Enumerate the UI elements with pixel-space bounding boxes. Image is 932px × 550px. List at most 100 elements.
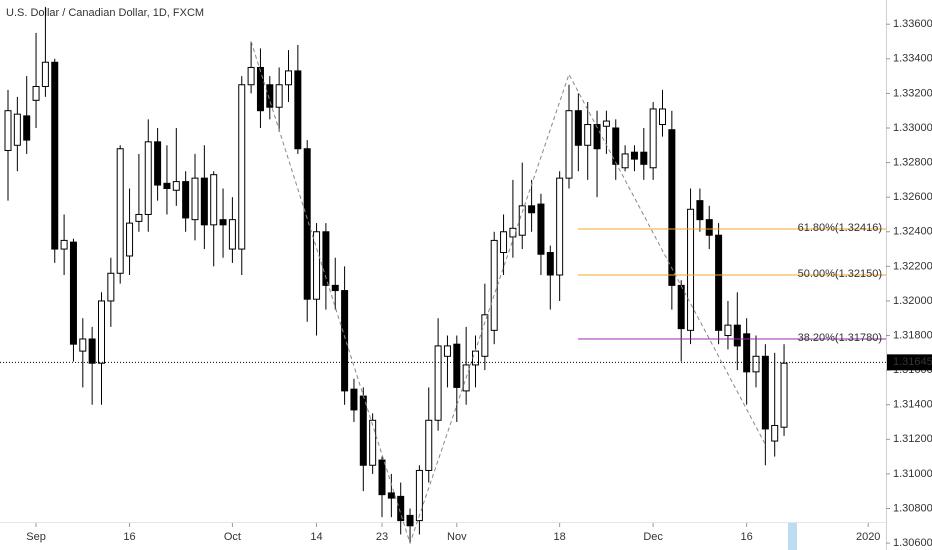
candle-body bbox=[574, 110, 582, 146]
y-tick-label: 1.30600 bbox=[893, 537, 932, 549]
candle-body bbox=[41, 61, 49, 87]
x-tick-label: 18 bbox=[554, 531, 566, 543]
y-tick-label: 1.33000 bbox=[893, 122, 932, 134]
candle-body bbox=[687, 208, 695, 331]
x-tick-label: 14 bbox=[310, 531, 322, 543]
candle-body bbox=[546, 252, 554, 276]
candle-body bbox=[425, 419, 433, 471]
candle-body bbox=[13, 113, 21, 146]
candle-body bbox=[472, 350, 479, 366]
candle-body bbox=[247, 66, 255, 86]
candle-body bbox=[341, 290, 349, 392]
candle-body bbox=[668, 129, 676, 286]
candle-body bbox=[51, 61, 59, 250]
y-tick-label: 1.33200 bbox=[893, 87, 932, 99]
candle-body bbox=[677, 284, 685, 330]
candle-body bbox=[238, 84, 246, 250]
candle-body bbox=[69, 241, 77, 345]
y-tick-label: 1.31000 bbox=[893, 468, 932, 480]
candle-body bbox=[107, 272, 115, 302]
chart-title: U.S. Dollar / Canadian Dollar, 1D, FXCM bbox=[6, 7, 204, 19]
candle-body bbox=[528, 205, 536, 214]
candle-body bbox=[378, 459, 386, 496]
candle-body bbox=[780, 362, 788, 428]
candle-body bbox=[256, 66, 264, 112]
candle-body bbox=[443, 345, 451, 357]
candle-body bbox=[500, 231, 508, 254]
last-price-label: 1.31645 bbox=[893, 356, 932, 368]
candle-body bbox=[649, 108, 657, 169]
candle-body bbox=[182, 181, 190, 219]
candle-body bbox=[79, 338, 87, 352]
candle-body bbox=[350, 388, 358, 411]
candle-body bbox=[584, 124, 592, 146]
candle-body bbox=[210, 174, 218, 226]
candle-body bbox=[266, 84, 274, 108]
x-tick-label: 2020 bbox=[856, 531, 880, 543]
candle-body bbox=[116, 148, 124, 274]
candle-body bbox=[387, 492, 395, 499]
candle-body bbox=[359, 395, 367, 466]
candle-body bbox=[60, 239, 68, 250]
candle-body bbox=[602, 120, 610, 127]
y-tick-label: 1.31200 bbox=[893, 433, 932, 445]
candle-body bbox=[303, 148, 311, 300]
candle-body bbox=[640, 151, 648, 165]
candle-body bbox=[696, 200, 704, 221]
candle-body bbox=[621, 153, 629, 169]
candle-body bbox=[761, 355, 769, 430]
candle-body bbox=[200, 177, 208, 226]
candle-body bbox=[154, 141, 162, 186]
zigzag-line bbox=[250, 41, 766, 545]
candle-body bbox=[659, 108, 666, 126]
candle-body bbox=[294, 70, 302, 150]
candle-body bbox=[88, 338, 96, 364]
candle-body bbox=[509, 227, 517, 238]
candle-body bbox=[228, 219, 236, 250]
candle-body bbox=[593, 124, 601, 150]
y-tick-label: 1.32600 bbox=[893, 191, 932, 203]
candle-body bbox=[4, 110, 12, 151]
last-price-box bbox=[887, 354, 932, 371]
y-tick-label: 1.31800 bbox=[893, 329, 932, 341]
y-tick-label: 1.32800 bbox=[893, 156, 932, 168]
y-tick-label: 1.32400 bbox=[893, 226, 932, 238]
x-tick-label: Nov bbox=[447, 531, 467, 543]
candle-body bbox=[322, 231, 330, 286]
candle-body bbox=[518, 205, 526, 236]
candle-body bbox=[126, 222, 134, 257]
y-tick-label: 1.32200 bbox=[893, 260, 932, 272]
candle-body bbox=[144, 141, 152, 215]
candle-body bbox=[172, 181, 180, 191]
time-highlight bbox=[788, 523, 797, 550]
candle-body bbox=[612, 127, 620, 165]
candle-body bbox=[32, 85, 40, 101]
candle-body bbox=[369, 419, 377, 466]
x-tick-label: Sep bbox=[26, 531, 46, 543]
candle-body bbox=[406, 514, 414, 527]
y-tick-label: 1.33400 bbox=[893, 53, 932, 65]
candle-body bbox=[724, 324, 732, 337]
y-tick-label: 1.33600 bbox=[893, 18, 932, 30]
fib-label: 38.20%(1.31780) bbox=[798, 332, 882, 344]
candle-body bbox=[415, 469, 423, 522]
candle-body bbox=[771, 424, 779, 442]
candle-body bbox=[453, 343, 461, 388]
fib-label: 61.80%(1.32416) bbox=[798, 222, 882, 234]
candle-body bbox=[135, 213, 143, 222]
candle-body bbox=[285, 70, 292, 86]
candle-body bbox=[537, 203, 545, 255]
candle-body bbox=[743, 333, 751, 373]
fib-label: 50.00%(1.32150) bbox=[798, 268, 882, 280]
candle-body bbox=[163, 182, 171, 190]
candle-body bbox=[275, 84, 283, 108]
x-tick-label: 23 bbox=[376, 531, 388, 543]
candle-body bbox=[23, 115, 31, 141]
y-tick-label: 1.32000 bbox=[893, 295, 932, 307]
x-tick-label: 16 bbox=[741, 531, 753, 543]
candle-body bbox=[630, 151, 638, 160]
candle-body bbox=[733, 324, 741, 347]
candle-body bbox=[434, 345, 442, 421]
candle-body bbox=[191, 177, 199, 221]
y-tick-label: 1.30800 bbox=[893, 502, 932, 514]
